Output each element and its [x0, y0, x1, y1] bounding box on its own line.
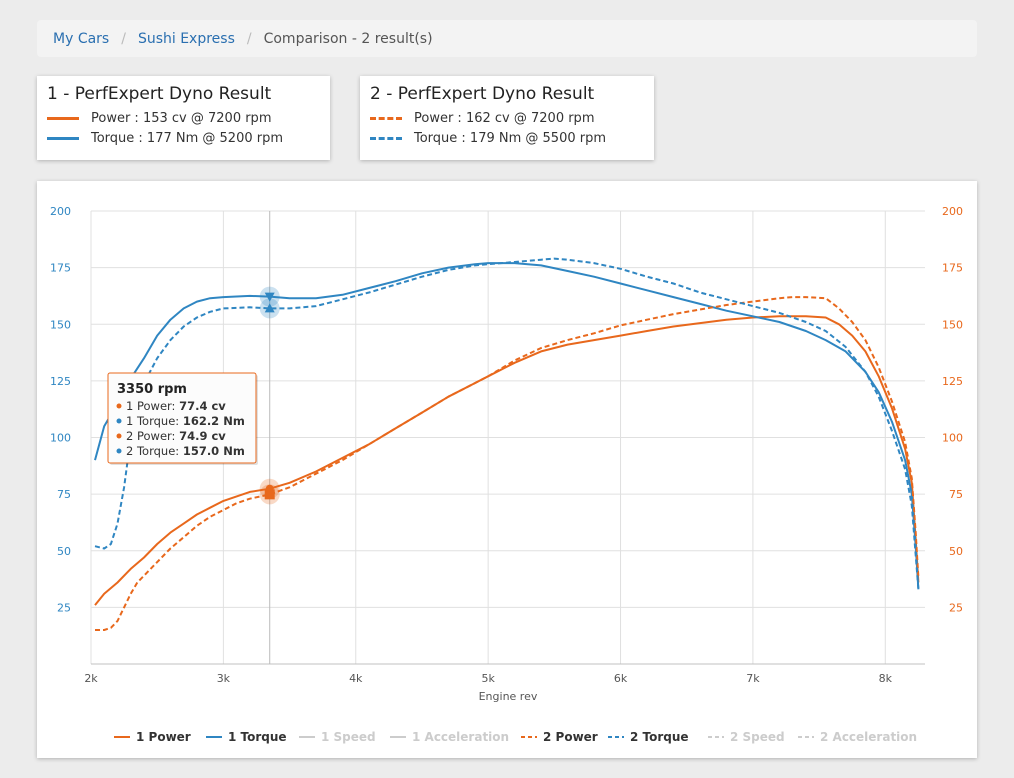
- tooltip-row-label: 2 Torque:: [126, 444, 183, 458]
- tooltip-row-value: 157.0 Nm: [183, 444, 245, 458]
- legend-item-2-acceleration[interactable]: 2 Acceleration: [820, 730, 917, 744]
- result-torque-row: Torque : 177 Nm @ 5200 rpm: [47, 128, 320, 148]
- result-torque-text: Torque : 177 Nm @ 5200 rpm: [91, 130, 284, 146]
- dyno-chart[interactable]: 25 25 50 50 75 75 100 100 125 125 150 150 175 175 200 2…: [37, 181, 977, 758]
- y-tick-label-right: 75: [949, 488, 963, 501]
- y-tick-label-right: 25: [949, 601, 963, 614]
- power-line-swatch: [47, 116, 79, 120]
- y-tick-label-left: 200: [50, 205, 71, 218]
- legend-item-2-speed[interactable]: 2 Speed: [730, 730, 785, 744]
- tooltip-bullet: [116, 403, 122, 409]
- y-tick-label-right: 175: [942, 262, 963, 275]
- result-card-2: 2 - PerfExpert Dyno Result Power : 162 c…: [360, 76, 654, 160]
- tooltip-row-value: 162.2 Nm: [183, 414, 245, 428]
- y-tick-label-right: 200: [942, 205, 963, 218]
- x-tick-label: 2k: [84, 672, 98, 685]
- tooltip-row-label: 1 Torque:: [126, 414, 183, 428]
- y-tick-label-left: 50: [57, 545, 71, 558]
- tooltip-row: 2 Power: 74.9 cv: [126, 429, 226, 443]
- result-power-row: Power : 153 cv @ 7200 rpm: [47, 108, 320, 128]
- tooltip-bullet: [116, 418, 122, 424]
- tooltip-row-label: 1 Power:: [126, 399, 179, 413]
- tooltip-bullet: [116, 433, 122, 439]
- point-marker-2-power: [264, 489, 275, 500]
- series-line-2-torque: [94, 257, 920, 590]
- legend-item-1-speed[interactable]: 1 Speed: [321, 730, 376, 744]
- legend-item-2-power[interactable]: 2 Power: [543, 730, 598, 744]
- tooltip-row-value: 74.9 cv: [179, 429, 226, 443]
- x-tick-label: 7k: [746, 672, 760, 685]
- x-tick-label: 8k: [879, 672, 893, 685]
- x-tick-label: 3k: [217, 672, 231, 685]
- torque-dashed-swatch: [370, 136, 402, 140]
- chart-panel: 25 25 50 50 75 75 100 100 125 125 150 150 175 175 200 2…: [37, 181, 977, 758]
- result-power-row: Power : 162 cv @ 7200 rpm: [370, 108, 644, 128]
- tooltip-row: 2 Torque: 157.0 Nm: [126, 444, 245, 458]
- legend-item-1-power[interactable]: 1 Power: [136, 730, 191, 744]
- tooltip-title: 3350 rpm: [117, 382, 187, 397]
- torque-line-swatch: [47, 136, 79, 140]
- result-card-1: 1 - PerfExpert Dyno Result Power : 153 c…: [37, 76, 330, 160]
- tooltip-row-value: 77.4 cv: [179, 399, 226, 413]
- breadcrumb-separator: /: [246, 30, 252, 47]
- legend-item-1-acceleration[interactable]: 1 Acceleration: [412, 730, 509, 744]
- breadcrumb-my-cars[interactable]: My Cars: [53, 30, 110, 47]
- breadcrumb-separator: /: [121, 30, 126, 47]
- point-marker-2-torque: [264, 303, 275, 313]
- result-torque-text: Torque : 179 Nm @ 5500 rpm: [414, 130, 607, 146]
- result-card-title: 1 - PerfExpert Dyno Result: [47, 84, 272, 104]
- power-dashed-swatch: [370, 116, 402, 120]
- y-tick-label-left: 100: [50, 432, 71, 445]
- x-tick-label: 6k: [614, 672, 628, 685]
- y-tick-label-right: 50: [949, 545, 963, 558]
- breadcrumb-current: Comparison - 2 result(s): [263, 30, 433, 47]
- y-tick-label-right: 125: [942, 375, 963, 388]
- series-line-1-torque: [94, 262, 920, 590]
- point-marker-1-torque: [264, 292, 275, 302]
- tooltip-row: 1 Power: 77.4 cv: [126, 399, 226, 413]
- result-power-text: Power : 153 cv @ 7200 rpm: [91, 110, 272, 126]
- breadcrumb: My Cars / Sushi Express / Comparison - 2…: [37, 20, 977, 57]
- tooltip-box: [107, 372, 257, 464]
- legend-item-2-torque[interactable]: 2 Torque: [630, 730, 689, 744]
- series-line-2-power: [95, 296, 920, 631]
- x-tick-label: 4k: [349, 672, 363, 685]
- y-tick-label-right: 150: [942, 318, 963, 331]
- y-tick-label-left: 125: [50, 375, 71, 388]
- y-tick-label-left: 25: [57, 601, 71, 614]
- tooltip-row: 1 Torque: 162.2 Nm: [126, 414, 245, 428]
- breadcrumb-sushi-express[interactable]: Sushi Express: [137, 30, 235, 47]
- x-axis-title: Engine rev: [479, 690, 538, 703]
- legend-item-1-torque[interactable]: 1 Torque: [228, 730, 287, 744]
- y-tick-label-left: 75: [57, 488, 71, 501]
- x-tick-label: 5k: [481, 672, 495, 685]
- result-card-title: 2 - PerfExpert Dyno Result: [370, 84, 595, 104]
- tooltip-row-label: 2 Power:: [126, 429, 179, 443]
- y-tick-label-left: 150: [50, 318, 71, 331]
- result-power-text: Power : 162 cv @ 7200 rpm: [414, 110, 595, 126]
- y-tick-label-left: 175: [50, 262, 71, 275]
- y-tick-label-right: 100: [942, 432, 963, 445]
- tooltip-bullet: [116, 448, 122, 454]
- result-torque-row: Torque : 179 Nm @ 5500 rpm: [370, 128, 644, 148]
